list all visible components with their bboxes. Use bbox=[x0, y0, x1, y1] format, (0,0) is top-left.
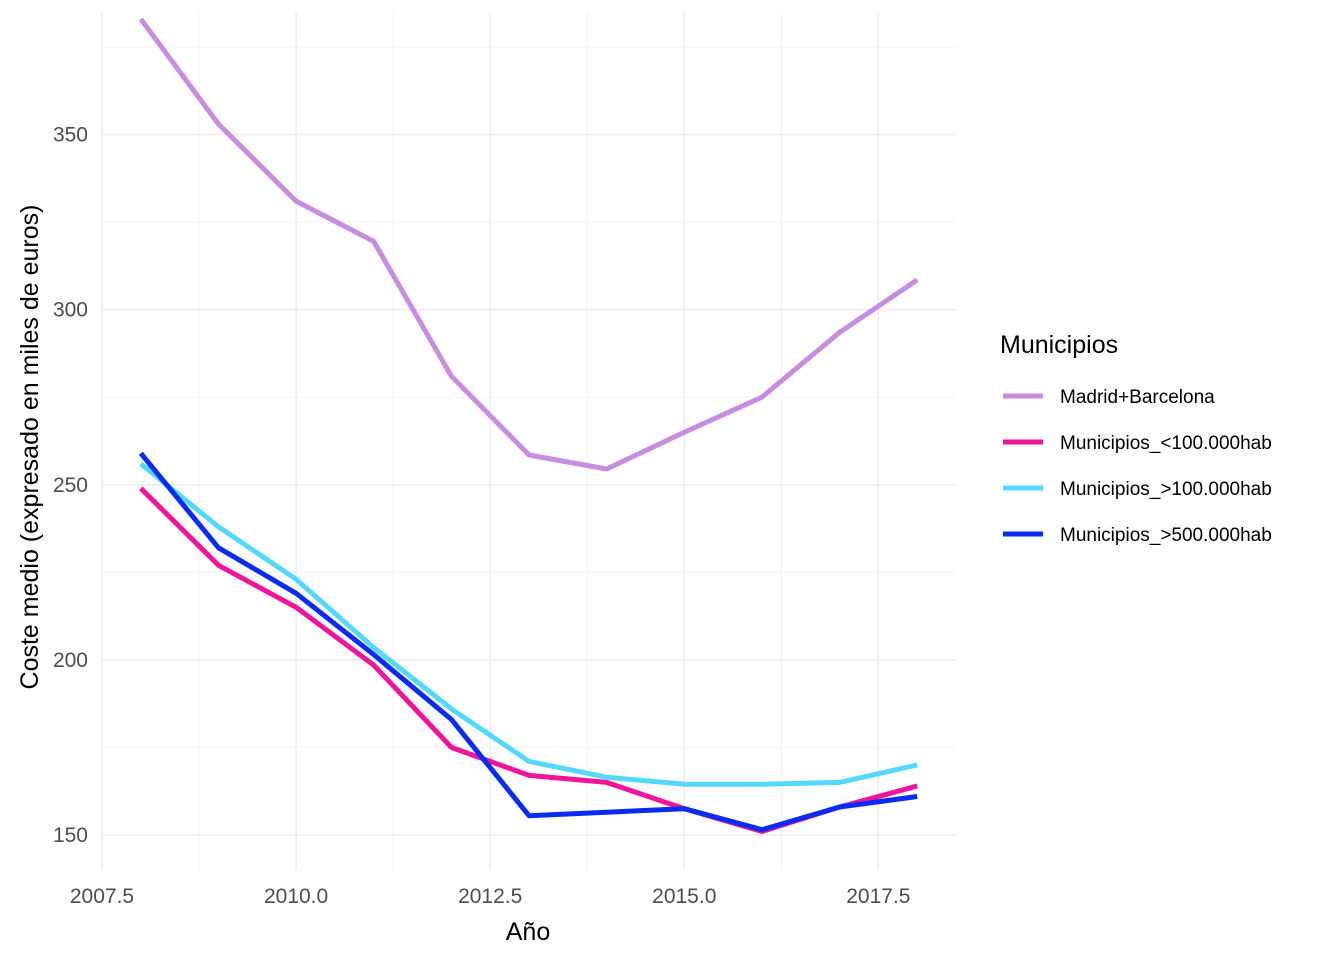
y-tick-label: 150 bbox=[53, 824, 88, 847]
x-axis-tick-labels: 2007.5 2010.0 2012.5 2015.0 2017.5 bbox=[70, 885, 911, 908]
legend: Municipios Madrid+Barcelona Municipios_<1… bbox=[1000, 331, 1272, 546]
minor-gridlines bbox=[102, 12, 956, 870]
x-tick-label: 2015.0 bbox=[652, 885, 716, 908]
y-axis-tick-labels: 150 200 250 300 350 bbox=[53, 124, 88, 847]
legend-item: Madrid+Barcelona bbox=[1003, 387, 1215, 408]
legend-label: Madrid+Barcelona bbox=[1060, 387, 1215, 408]
x-tick-label: 2007.5 bbox=[70, 885, 134, 908]
x-tick-label: 2010.0 bbox=[264, 885, 328, 908]
y-tick-label: 350 bbox=[53, 124, 88, 147]
x-tick-label: 2012.5 bbox=[458, 885, 522, 908]
legend-item: Municipios_<100.000hab bbox=[1003, 433, 1272, 454]
series-line bbox=[138, 451, 918, 833]
x-tick-label: 2017.5 bbox=[846, 885, 910, 908]
series-line bbox=[139, 461, 918, 787]
legend-label: Municipios_<100.000hab bbox=[1060, 433, 1272, 454]
legend-item: Municipios_>100.000hab bbox=[1003, 479, 1272, 500]
legend-title: Municipios bbox=[1000, 331, 1118, 359]
y-tick-label: 250 bbox=[53, 474, 88, 497]
major-gridlines bbox=[101, 12, 956, 870]
series-lines bbox=[138, 17, 919, 834]
y-tick-label: 300 bbox=[53, 299, 88, 322]
y-axis-title: Coste medio (expresado en miles de euros… bbox=[16, 205, 44, 690]
series-line bbox=[138, 17, 919, 472]
legend-item: Municipios_>500.000hab bbox=[1003, 525, 1272, 546]
x-axis-title: Año bbox=[506, 918, 550, 946]
legend-label: Municipios_>500.000hab bbox=[1060, 525, 1272, 546]
legend-label: Municipios_>100.000hab bbox=[1060, 479, 1272, 500]
y-tick-label: 200 bbox=[53, 649, 88, 672]
